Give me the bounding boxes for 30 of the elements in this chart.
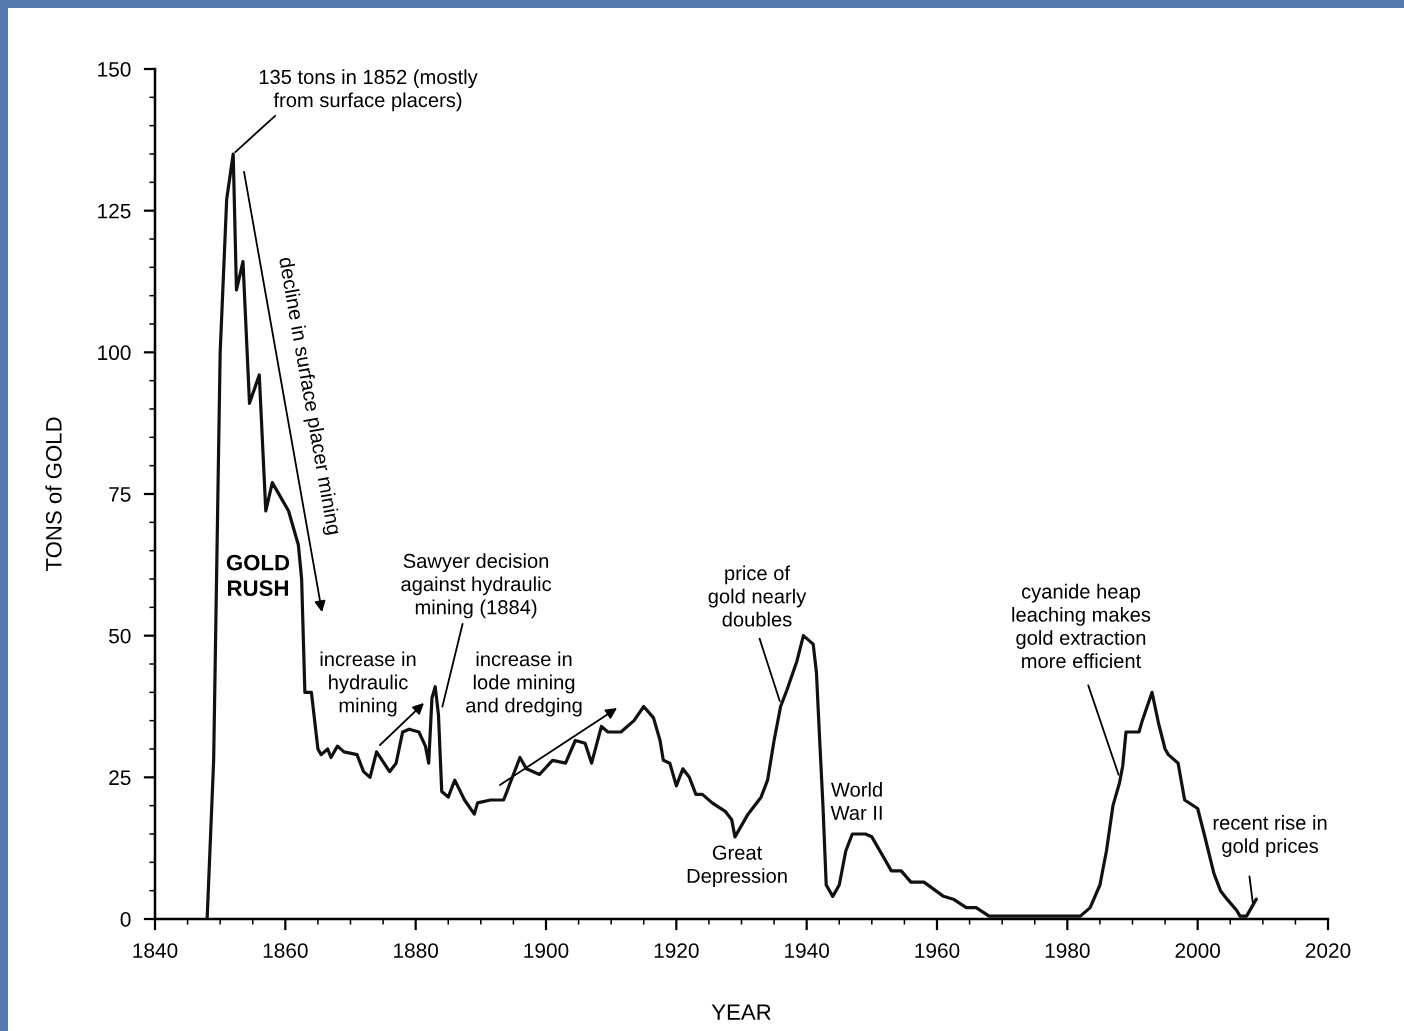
annotation: Sawyer decision against hydraulic mining (1884): [401, 553, 552, 619]
y-tick-label: 75: [109, 487, 131, 502]
x-tick-label: 2000: [1175, 943, 1221, 958]
x-tick-label: 1880: [394, 943, 439, 958]
x-tick-label: 1920: [654, 943, 699, 958]
x-tick-label: 1940: [785, 943, 830, 958]
x-tick-label: 1960: [915, 943, 960, 958]
annotation: cyanide heap leaching makes gold extraction more efficient: [1012, 583, 1151, 669]
y-axis-title: TONS of GOLD: [45, 417, 62, 572]
y-tick-label: 125: [98, 203, 131, 219]
y-tick-label: 150: [98, 62, 131, 77]
annotation: increase in hydraulic mining: [320, 651, 416, 717]
x-tick-label: 2020: [1305, 943, 1351, 958]
y-tick-label: 0: [120, 912, 131, 927]
x-tick-label: 1840: [133, 943, 178, 958]
annotation: GOLD RUSH: [226, 554, 290, 597]
annotation: price of gold nearly doubles: [708, 565, 807, 627]
annotation: Great Depression: [687, 845, 787, 887]
annotation: decline in surface placer mining: [275, 256, 343, 536]
annotation: World War II: [830, 782, 882, 820]
y-tick-label: 50: [109, 628, 131, 644]
annotation: 135 tons in 1852 (mostly from surface placers): [259, 69, 478, 112]
y-tick-label: 25: [109, 770, 131, 786]
y-tick-label: 100: [98, 345, 131, 361]
x-axis-title: YEAR: [711, 1004, 771, 1020]
x-tick-label: 1980: [1045, 943, 1090, 958]
annotation: increase in lode mining and dredging: [466, 651, 582, 717]
x-tick-label: 1900: [524, 943, 569, 958]
annotation: recent rise in gold prices: [1213, 815, 1327, 857]
x-tick-label: 1860: [263, 943, 308, 958]
